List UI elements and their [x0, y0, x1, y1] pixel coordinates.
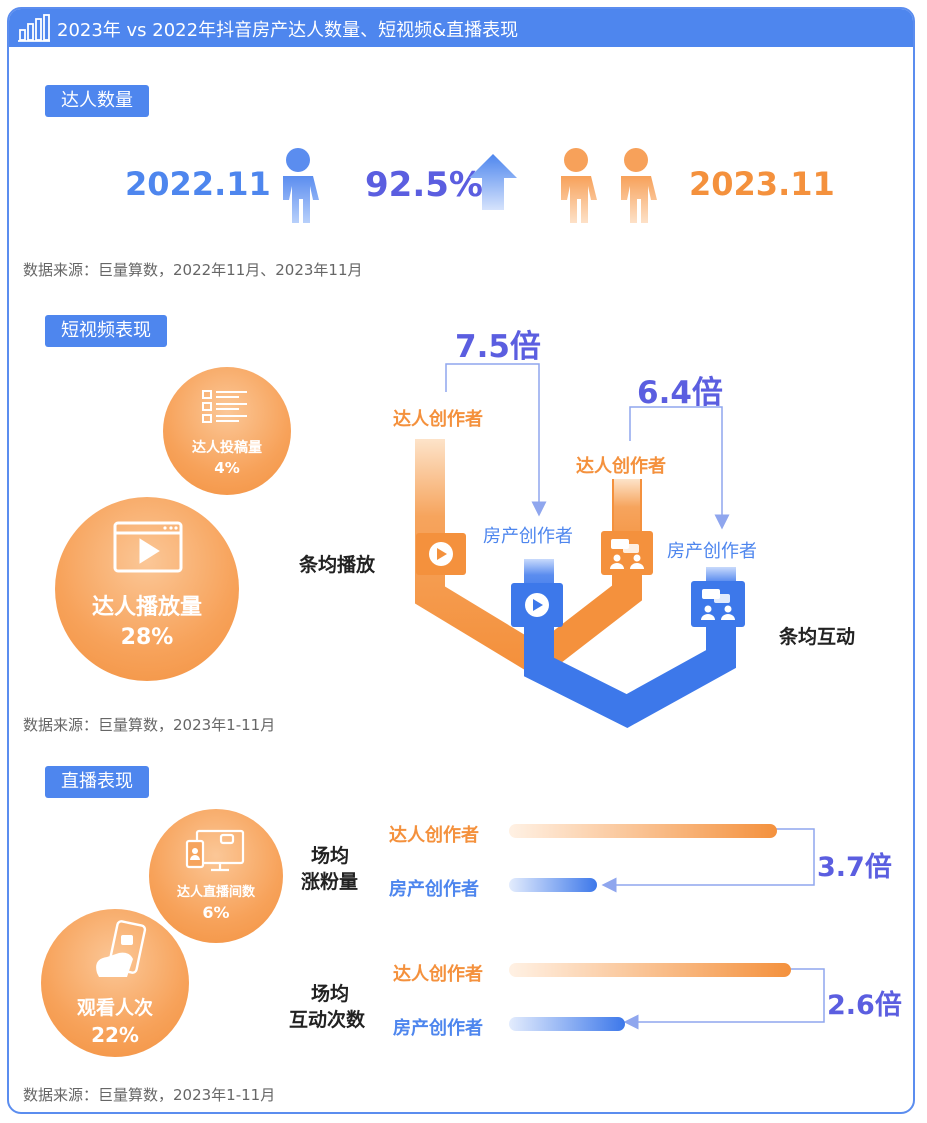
bubble-plays-value: 28%	[120, 625, 174, 650]
year-2023: 2023.11	[689, 165, 835, 203]
section-label-video: 短视频表现	[45, 315, 167, 347]
bubble-viewers-title: 观看人次	[76, 997, 153, 1019]
video-pipes-diagram	[415, 363, 825, 1030]
creator-b-label-interact: 房产创作者	[667, 541, 757, 562]
infographic-frame: 2023年 vs 2022年抖音房产达人数量、短视频&直播表现 达人数量 202…	[7, 7, 915, 1114]
group2-bar-creator-b	[509, 1017, 625, 1031]
bubble-live-rooms-value: 6%	[202, 903, 230, 922]
group1-bar-creator-a	[509, 824, 777, 838]
video-icon	[511, 583, 563, 627]
ratio-interact: 6.4倍	[637, 375, 723, 411]
creator-b-label-play: 房产创作者	[483, 526, 573, 547]
bubble-viewers-value: 22%	[91, 1023, 139, 1047]
group1-creator-a: 达人创作者	[389, 825, 479, 846]
creator-a-label-play: 达人创作者	[393, 409, 483, 430]
group2-bar-creator-a	[509, 963, 791, 977]
phone-icon	[96, 920, 147, 977]
group1-label-line2: 涨粉量	[301, 871, 359, 893]
section-label-count: 达人数量	[45, 85, 149, 117]
source-note-2: 数据来源：巨量算数，2023年1-11月	[23, 716, 276, 734]
bubble-plays: 达人播放量 28%	[55, 497, 239, 681]
building-chart-icon	[17, 14, 51, 46]
group2-label-line2: 互动次数	[289, 1009, 366, 1031]
bubble-submissions-title: 达人投稿量	[192, 440, 262, 456]
video-icon	[113, 521, 183, 573]
creator-a-label-interact: 达人创作者	[576, 456, 666, 477]
group2-label-line1: 场均	[311, 983, 350, 1005]
section-label-live: 直播表现	[45, 766, 149, 798]
growth-rate: 92.5%	[365, 165, 483, 205]
list-icon	[202, 390, 247, 423]
section1-graphics	[283, 148, 657, 223]
bubble-submissions: 达人投稿量 4%	[163, 367, 291, 495]
group2-ratio: 2.6倍	[827, 990, 902, 1021]
title-bar: 2023年 vs 2022年抖音房产达人数量、短视频&直播表现	[9, 9, 913, 47]
up-arrow-icon	[469, 154, 517, 210]
group1-label-line1: 场均	[311, 845, 350, 867]
chat-people-icon	[601, 531, 653, 575]
group2-creator-b: 房产创作者	[393, 1018, 483, 1039]
year-2022: 2022.11	[125, 165, 271, 203]
bubble-viewers: 观看人次 22%	[41, 909, 189, 1057]
group2-creator-a: 达人创作者	[393, 964, 483, 985]
person-icon	[621, 148, 657, 223]
live-screen-icon	[185, 829, 245, 872]
source-note-3: 数据来源：巨量算数，2023年1-11月	[23, 1086, 276, 1104]
ratio-play: 7.5倍	[455, 329, 541, 365]
bubble-submissions-value: 4%	[214, 459, 240, 477]
person-icon	[283, 148, 319, 223]
bubble-live-rooms: 达人直播间数 6%	[149, 809, 283, 943]
video-icon	[416, 533, 466, 575]
person-icon	[561, 148, 597, 223]
bubble-plays-title: 达人播放量	[91, 595, 202, 620]
group1-ratio: 3.7倍	[817, 852, 892, 883]
source-note-1: 数据来源：巨量算数，2022年11月、2023年11月	[23, 261, 363, 279]
play-metric-label: 条均播放	[299, 554, 376, 576]
group1-creator-b: 房产创作者	[389, 879, 479, 900]
page-title: 2023年 vs 2022年抖音房产达人数量、短视频&直播表现	[57, 20, 519, 41]
interact-metric-label: 条均互动	[779, 626, 856, 648]
group1-bar-creator-b	[509, 878, 597, 892]
bubble-live-rooms-title: 达人直播间数	[176, 885, 255, 900]
chat-people-icon	[691, 581, 745, 627]
